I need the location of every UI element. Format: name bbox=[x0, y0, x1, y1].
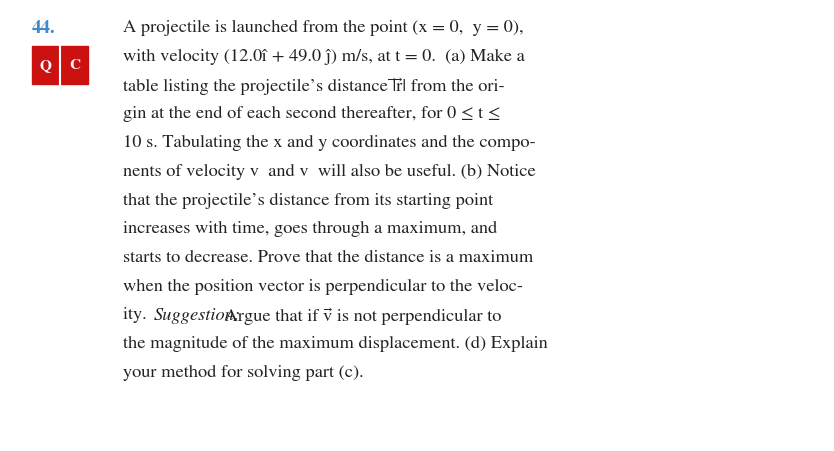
Text: gin at the end of each second thereafter, for 0 ≤ t ≤: gin at the end of each second thereafter… bbox=[123, 106, 500, 122]
Text: increases with time, goes through a maximum, and: increases with time, goes through a maxi… bbox=[123, 221, 498, 237]
Text: Q: Q bbox=[39, 60, 52, 72]
FancyBboxPatch shape bbox=[32, 46, 59, 85]
Text: table listing the projectile’s distance |⃗r⃗| from the ori-: table listing the projectile’s distance … bbox=[123, 78, 505, 95]
Text: Suggestion:: Suggestion: bbox=[153, 307, 241, 323]
Text: with velocity (12.0î + 49.0 ĵ) m/s, at t = 0.  (a) Make a: with velocity (12.0î + 49.0 ĵ) m/s, at t… bbox=[123, 49, 525, 65]
Text: the magnitude of the maximum displacement. (d) Explain: the magnitude of the maximum displacemen… bbox=[123, 336, 548, 351]
Text: 44.: 44. bbox=[32, 20, 55, 37]
Text: ity.: ity. bbox=[123, 307, 152, 322]
Text: Argue that if v⃗ is not perpendicular to: Argue that if v⃗ is not perpendicular to bbox=[220, 307, 501, 324]
Text: A projectile is launched from the point (x = 0,  y = 0),: A projectile is launched from the point … bbox=[123, 20, 524, 36]
Text: that the projectile’s distance from its starting point: that the projectile’s distance from its … bbox=[123, 192, 494, 208]
Text: starts to decrease. Prove that the distance is a maximum: starts to decrease. Prove that the dista… bbox=[123, 249, 534, 265]
Text: nents of velocity vₓ and vᵧ will also be useful. (b) Notice: nents of velocity vₓ and vᵧ will also be… bbox=[123, 164, 536, 179]
FancyBboxPatch shape bbox=[61, 46, 88, 85]
Text: when the position vector is perpendicular to the veloc-: when the position vector is perpendicula… bbox=[123, 278, 524, 294]
Text: your method for solving part (c).: your method for solving part (c). bbox=[123, 364, 364, 380]
Text: C: C bbox=[69, 60, 80, 72]
Text: 10 s. Tabulating the x and y coordinates and the compo-: 10 s. Tabulating the x and y coordinates… bbox=[123, 135, 536, 151]
